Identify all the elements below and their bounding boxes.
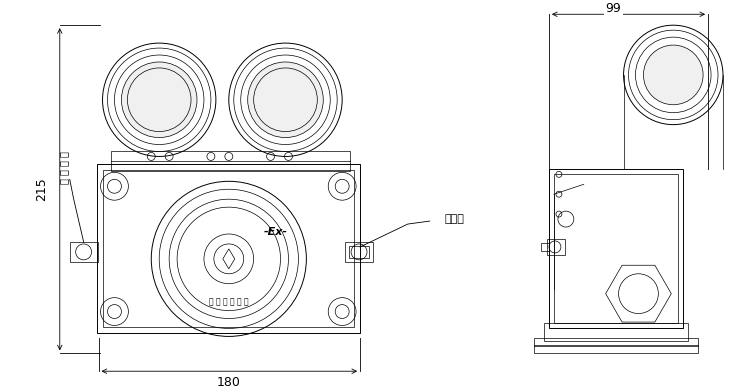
- Text: 填料函: 填料函: [445, 214, 465, 224]
- Bar: [534, 339, 698, 346]
- Circle shape: [644, 45, 703, 105]
- Bar: [345, 242, 373, 262]
- Bar: [103, 170, 354, 328]
- Bar: [541, 243, 549, 251]
- Bar: [70, 242, 98, 262]
- Bar: [549, 169, 683, 328]
- Circle shape: [121, 62, 197, 138]
- Bar: [544, 323, 688, 341]
- Text: 高 路 器 电 孕 素: 高 路 器 电 孕 素: [209, 297, 249, 306]
- Bar: [534, 346, 698, 353]
- Text: 防 爆 堵 头: 防 爆 堵 头: [58, 151, 69, 184]
- Text: 215: 215: [36, 177, 48, 201]
- Bar: [112, 151, 350, 171]
- Bar: [96, 165, 360, 333]
- Circle shape: [248, 62, 323, 138]
- Text: -Ex-: -Ex-: [263, 227, 288, 237]
- Bar: [349, 246, 369, 258]
- Bar: [547, 239, 565, 255]
- Text: 99: 99: [606, 2, 622, 15]
- Text: 180: 180: [217, 376, 240, 389]
- Bar: [554, 174, 679, 323]
